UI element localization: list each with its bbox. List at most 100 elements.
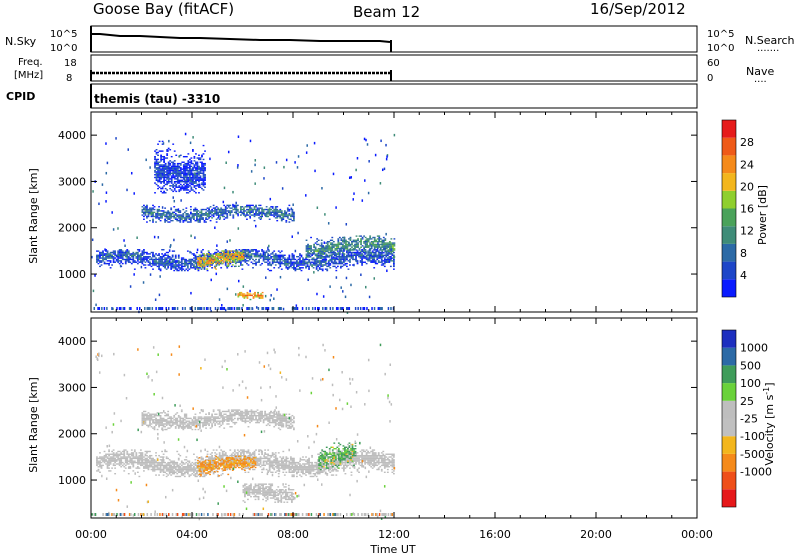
heatmap-cell <box>202 265 204 268</box>
heatmap-cell <box>170 468 173 471</box>
heatmap-cell <box>199 307 202 310</box>
heatmap-cell <box>273 467 276 469</box>
heatmap-cell <box>271 466 274 468</box>
heatmap-cell <box>244 249 247 251</box>
heatmap-cell <box>390 250 393 253</box>
heatmap-cell <box>302 267 304 269</box>
heatmap-cell <box>239 255 242 258</box>
heatmap-cell <box>324 262 327 265</box>
heatmap-cell <box>243 208 245 211</box>
heatmap-cell <box>276 466 279 468</box>
heatmap-cell <box>277 250 280 252</box>
heatmap-cell <box>312 253 315 255</box>
heatmap-cell <box>135 461 138 464</box>
heatmap-cell <box>183 218 186 220</box>
heatmap-cell <box>99 471 101 473</box>
heatmap-cell <box>283 474 286 476</box>
heatmap-cell <box>188 461 191 464</box>
heatmap-cell <box>325 250 328 253</box>
heatmap-cell <box>267 264 270 266</box>
heatmap-cell <box>192 150 194 152</box>
heatmap-cell <box>114 253 117 255</box>
heatmap-cell <box>176 178 179 180</box>
heatmap-cell <box>307 252 309 254</box>
heatmap-cell <box>300 261 303 263</box>
heatmap-cell <box>184 179 187 181</box>
heatmap-cell <box>179 475 182 478</box>
heatmap-cell <box>146 208 148 211</box>
heatmap-cell <box>201 161 203 163</box>
heatmap-cell <box>99 460 101 462</box>
heatmap-cell <box>359 254 362 256</box>
heatmap-cell <box>144 214 147 216</box>
heatmap-cell <box>377 242 379 245</box>
heatmap-cell <box>325 249 328 251</box>
heatmap-cell <box>293 254 295 256</box>
heatmap-cell <box>161 214 163 216</box>
heatmap-cell <box>138 257 141 259</box>
heatmap-cell <box>170 161 173 163</box>
heatmap-cell <box>191 217 194 219</box>
heatmap-cell <box>159 214 162 216</box>
heatmap-cell <box>249 298 252 301</box>
heatmap-cell <box>362 261 365 263</box>
heatmap-cell <box>385 260 388 262</box>
heatmap-cell <box>177 214 180 216</box>
heatmap-cell <box>346 255 348 258</box>
heatmap-cell <box>155 260 157 262</box>
heatmap-cell <box>171 211 174 214</box>
heatmap-cell <box>109 470 112 472</box>
heatmap-cell <box>291 253 294 255</box>
heatmap-cell <box>346 257 348 259</box>
heatmap-cell <box>103 461 106 464</box>
heatmap-cell <box>179 215 182 218</box>
heatmap-cell <box>162 264 165 266</box>
heatmap-cell <box>270 294 272 297</box>
heatmap-cell <box>302 459 304 461</box>
heatmap-cell <box>235 211 238 214</box>
heatmap-cell <box>161 461 163 464</box>
heatmap-cell <box>176 473 179 475</box>
heatmap-cell <box>185 461 188 464</box>
heatmap-cell <box>227 251 230 254</box>
heatmap-cell <box>249 289 251 293</box>
heatmap-cell <box>293 268 295 270</box>
heatmap-cell <box>176 265 179 268</box>
heatmap-cell <box>167 165 170 168</box>
heatmap-cell <box>218 251 221 254</box>
heatmap-cell <box>239 208 242 211</box>
heatmap-cell <box>186 215 189 218</box>
heatmap-cell <box>310 250 312 253</box>
heatmap-cell <box>342 264 345 266</box>
heatmap-cell <box>158 165 161 168</box>
heatmap-cell <box>261 249 263 251</box>
heatmap-cell <box>164 464 167 467</box>
heatmap-cell <box>152 459 154 461</box>
heatmap-cell <box>357 238 359 240</box>
heatmap-cell <box>308 245 311 247</box>
heatmap-cell <box>104 248 106 251</box>
heatmap-cell <box>167 254 170 256</box>
heatmap-cell <box>177 470 180 472</box>
heatmap-cell <box>138 452 141 454</box>
heatmap-cell <box>259 466 262 468</box>
heatmap-cell <box>288 210 291 212</box>
heatmap-cell <box>156 258 159 261</box>
heatmap-cell <box>158 150 161 152</box>
heatmap-cell <box>123 463 126 465</box>
heatmap-cell <box>196 464 198 467</box>
heatmap-cell <box>201 178 203 180</box>
heatmap-cell <box>179 463 182 465</box>
heatmap-cell <box>267 471 270 473</box>
heatmap-cell <box>161 169 164 172</box>
heatmap-cell <box>218 262 221 265</box>
heatmap-cell <box>352 247 355 250</box>
heatmap-cell <box>184 169 187 172</box>
heatmap-cell <box>386 258 389 261</box>
heatmap-cell <box>252 297 255 299</box>
heatmap-cell <box>182 466 185 468</box>
heatmap-cell <box>121 251 124 254</box>
heatmap-cell <box>165 254 168 256</box>
heatmap-cell <box>199 171 202 173</box>
heatmap-cell <box>288 257 291 259</box>
